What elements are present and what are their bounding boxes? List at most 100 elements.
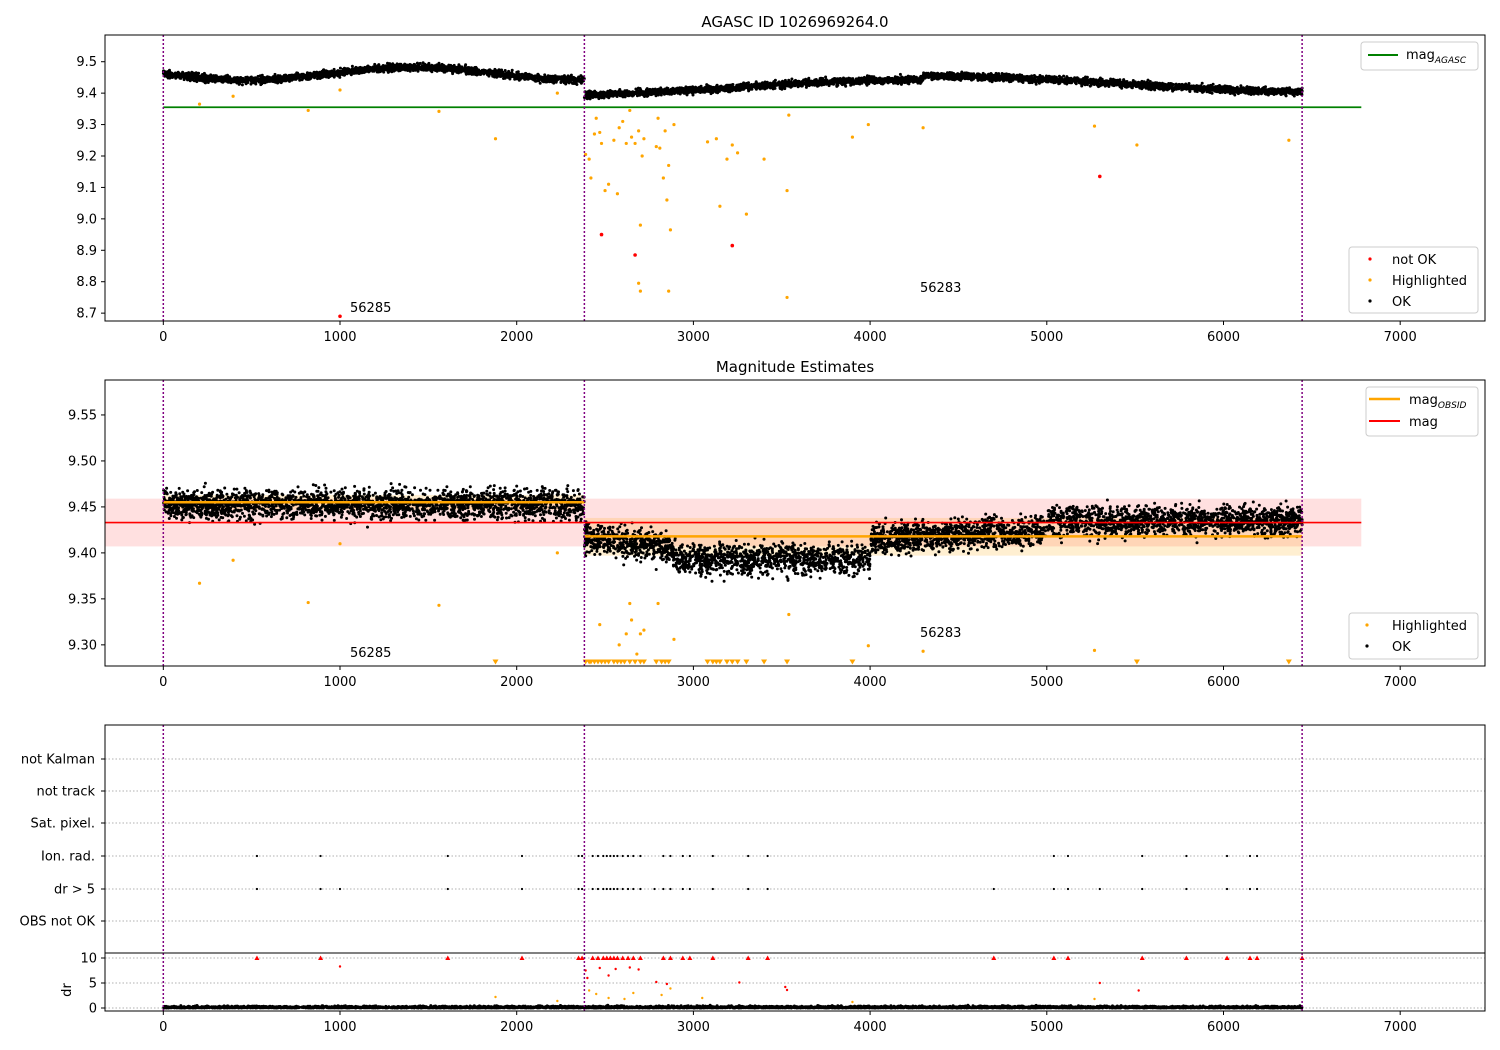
offscale-marker xyxy=(632,659,639,665)
highlighted-point xyxy=(617,643,621,647)
offscale-marker xyxy=(716,659,723,665)
highlighted-point xyxy=(663,129,667,133)
x-tick-label: 5000 xyxy=(1030,1020,1063,1035)
dr-not-ok-point xyxy=(637,968,640,971)
highlighted-point xyxy=(621,119,625,124)
annotation-56285: 56285 xyxy=(350,646,391,661)
dr-capped-marker xyxy=(620,955,626,960)
x-tick-label: 3000 xyxy=(677,330,710,345)
not-ok-point xyxy=(730,243,735,248)
y-tick-label: 9.45 xyxy=(68,500,97,515)
highlighted-point xyxy=(735,151,740,155)
highlighted-point xyxy=(617,126,621,130)
legend-ok: OK xyxy=(1392,640,1411,655)
dr-highlighted-point xyxy=(632,991,635,995)
highlighted-point xyxy=(635,652,639,656)
flag-point xyxy=(319,887,322,891)
highlighted-point xyxy=(787,113,791,117)
highlighted-point xyxy=(656,601,660,606)
legend-mag: magOBSID mag xyxy=(1365,386,1479,437)
flag-point xyxy=(1052,887,1055,891)
legend-highlighted: Highlighted xyxy=(1392,619,1467,634)
flag-row-label: Sat. pixel. xyxy=(31,817,95,832)
highlighted-point xyxy=(637,281,641,285)
flag-point xyxy=(616,854,619,858)
dr-highlighted-point xyxy=(556,999,559,1003)
highlighted-point xyxy=(437,109,441,113)
dr-not-ok-point xyxy=(1137,989,1140,992)
y-tick-label: 9.55 xyxy=(68,408,97,423)
svg-text:magAGASC: magAGASC xyxy=(1406,48,1467,66)
highlighted-point xyxy=(661,176,665,180)
legend-mag: mag xyxy=(1409,415,1438,430)
offscale-marker xyxy=(743,659,750,665)
flag-point xyxy=(1066,854,1070,858)
flag-point xyxy=(446,854,449,858)
legend-mag-obsid: mag xyxy=(1409,393,1438,408)
flag-point xyxy=(766,854,769,858)
highlighted-point xyxy=(667,163,671,168)
flag-point xyxy=(711,887,714,891)
offscale-marker xyxy=(653,659,660,665)
dr-not-ok-point xyxy=(628,966,631,969)
flag-point xyxy=(596,854,600,858)
y-tick-label: 8.8 xyxy=(76,275,97,290)
dr-not-ok-point xyxy=(1098,981,1102,985)
dr-capped-marker xyxy=(745,955,751,960)
x-tick-label: 0 xyxy=(159,330,167,345)
x-tick-label: 6000 xyxy=(1207,330,1240,345)
highlighted-point xyxy=(598,623,602,627)
dr-highlighted-point xyxy=(494,995,497,999)
flag-point xyxy=(1098,887,1101,891)
dr-capped-marker xyxy=(1139,955,1145,960)
flag-point xyxy=(1248,887,1252,891)
flag-point xyxy=(639,854,642,858)
x-tick-label: 0 xyxy=(159,675,167,690)
flag-point xyxy=(577,887,580,891)
dr-not-ok-point xyxy=(665,982,669,986)
highlighted-point xyxy=(555,91,559,95)
dr-capped-marker xyxy=(1183,955,1189,960)
flags-panel: not Kalman not track Sat. pixel. Ion. rad. d… xyxy=(20,724,1486,1035)
highlighted-point xyxy=(658,146,662,150)
flag-point xyxy=(621,854,624,858)
highlighted-point xyxy=(599,141,604,146)
highlighted-point xyxy=(598,130,602,135)
flag-point xyxy=(319,854,322,858)
flag-point xyxy=(609,887,612,891)
flag-point xyxy=(255,887,259,891)
dr-not-ok-point xyxy=(598,966,601,970)
x-tick-label: 2000 xyxy=(500,330,533,345)
highlighted-point xyxy=(629,135,634,139)
highlighted-point xyxy=(637,129,641,133)
y-tick-label: 10 xyxy=(80,952,97,967)
highlighted-point xyxy=(628,108,632,113)
flag-point xyxy=(602,887,605,891)
dr-not-ok-point xyxy=(338,965,342,968)
agasc-magnitude-panel: AGASC ID 1026969264.0 0 1000 2000 3000 4000 5… xyxy=(76,13,1486,345)
offscale-marker xyxy=(784,659,791,665)
flag-point xyxy=(632,887,635,891)
highlighted-point xyxy=(787,612,791,617)
highlighted-point xyxy=(1092,124,1097,128)
highlighted-point xyxy=(668,228,673,232)
highlighted-point xyxy=(665,198,669,202)
flag-point xyxy=(338,887,342,891)
highlighted-point xyxy=(493,137,498,141)
highlighted-point xyxy=(762,157,766,161)
highlighted-point xyxy=(725,157,729,161)
flag-point xyxy=(605,854,608,858)
flag-point xyxy=(1066,887,1070,891)
dr-not-ok-point xyxy=(655,980,658,984)
dr-capped-marker xyxy=(519,955,525,960)
flag-point xyxy=(520,854,524,858)
dr-capped-marker xyxy=(765,955,771,960)
highlighted-point xyxy=(1092,648,1097,652)
x-tick-label: 6000 xyxy=(1207,675,1240,690)
x-tick-label: 7000 xyxy=(1384,675,1417,690)
dr-highlighted-point xyxy=(701,996,704,1000)
highlighted-point xyxy=(587,157,591,161)
highlighted-point xyxy=(672,122,676,127)
x-tick-label: 5000 xyxy=(1030,330,1063,345)
dr-highlighted-point xyxy=(660,993,663,997)
